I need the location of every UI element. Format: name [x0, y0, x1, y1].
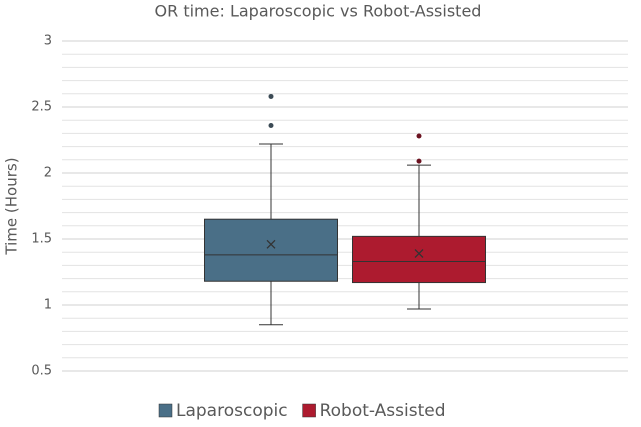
- mean-marker: [414, 249, 424, 258]
- y-tick-label: 1: [44, 298, 52, 313]
- y-tick-label: 1.5: [31, 232, 52, 247]
- outlier: [416, 133, 422, 139]
- outlier: [268, 93, 274, 99]
- y-tick-label: 2: [44, 166, 52, 181]
- legend-swatch: [158, 403, 173, 418]
- y-tick-label: 2.5: [31, 100, 52, 115]
- legend: Laparoscopic Robot-Assisted: [158, 401, 446, 421]
- y-axis-label: Time (Hours): [3, 157, 21, 255]
- outlier: [416, 158, 422, 164]
- box: [204, 218, 338, 282]
- legend-swatch: [302, 403, 316, 418]
- mean-marker: [266, 239, 276, 249]
- chart-title: OR time: Laparoscopic vs Robot-Assisted: [155, 2, 482, 21]
- y-tick-label: 0.5: [31, 364, 52, 379]
- box: [352, 235, 486, 284]
- legend-label: Laparoscopic: [176, 401, 288, 421]
- y-tick-label: 3: [44, 34, 52, 49]
- legend-label: Robot-Assisted: [320, 401, 446, 421]
- outlier: [268, 122, 274, 128]
